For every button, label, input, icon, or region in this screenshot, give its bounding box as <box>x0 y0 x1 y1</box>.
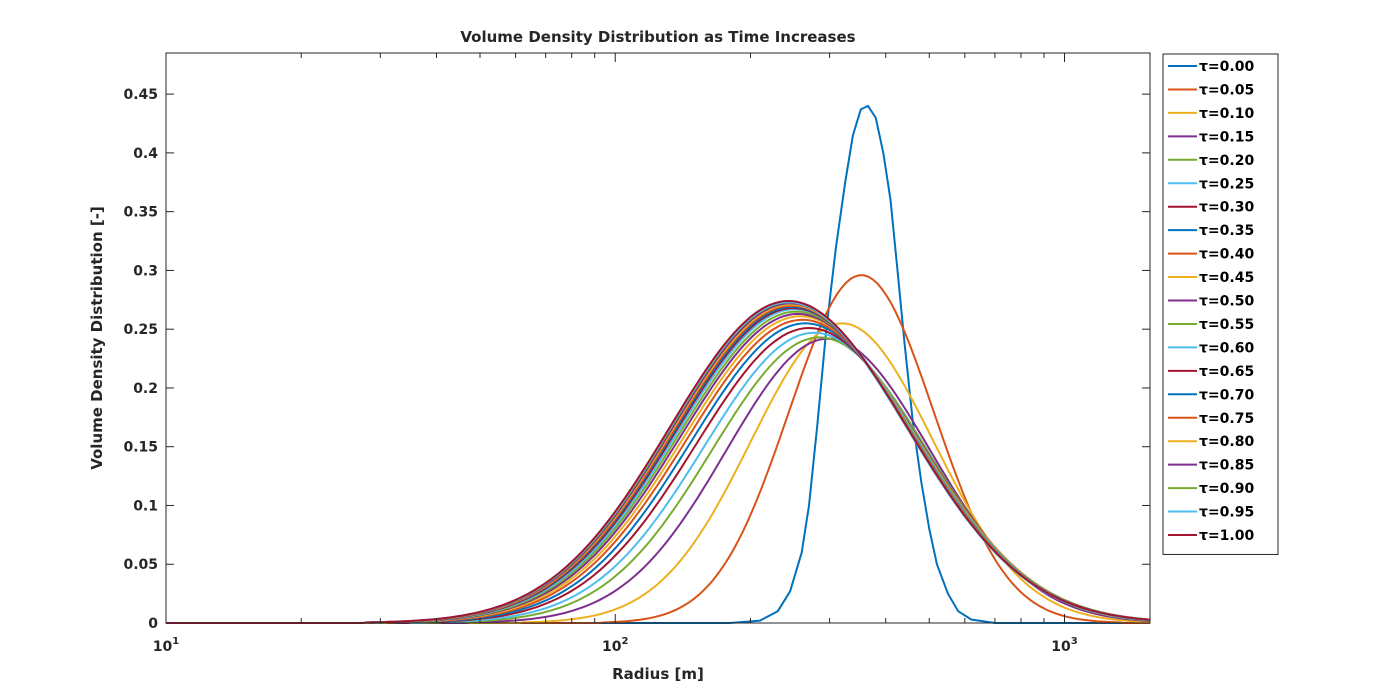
legend-label: τ=0.20 <box>1199 153 1254 169</box>
legend-label: τ=0.65 <box>1199 364 1254 380</box>
y-tick-label: 0.35 <box>123 205 158 221</box>
legend-label: τ=0.35 <box>1199 223 1254 239</box>
y-tick-label: 0.1 <box>133 498 158 514</box>
plot-area <box>165 52 1151 624</box>
legend-label: τ=0.40 <box>1199 247 1254 263</box>
legend-label: τ=0.95 <box>1199 505 1254 521</box>
y-tick-label: 0 <box>148 616 158 632</box>
y-tick-label: 0.3 <box>133 263 158 279</box>
legend-label: τ=0.00 <box>1199 59 1254 75</box>
chart-title: Volume Density Distribution as Time Incr… <box>460 28 855 46</box>
x-axis-label: Radius [m] <box>612 665 704 683</box>
series-line-0 <box>166 104 1150 624</box>
y-axis-label: Volume Density Distribution [-] <box>88 206 106 470</box>
legend-label: τ=0.05 <box>1199 82 1254 98</box>
y-tick-label: 0.15 <box>123 440 158 456</box>
legend-label: τ=0.90 <box>1199 481 1254 497</box>
legend-label: τ=0.50 <box>1199 294 1254 310</box>
legend-label: τ=0.45 <box>1199 270 1254 286</box>
legend-label: τ=0.25 <box>1199 176 1254 192</box>
legend-label: τ=1.00 <box>1199 528 1254 544</box>
y-tick-label: 0.45 <box>123 87 158 103</box>
y-tick-label: 0.4 <box>133 146 158 162</box>
plot-frame <box>165 52 1151 624</box>
legend-label: τ=0.85 <box>1199 458 1254 474</box>
legend-label: τ=0.70 <box>1199 387 1254 403</box>
legend: τ=0.00 τ=0.05 τ=0.10 τ=0.15 τ=0.20 τ=0.25 τ=0.… <box>1162 53 1279 555</box>
y-tick-label: 0.05 <box>123 557 158 573</box>
legend-label: τ=0.10 <box>1199 106 1254 122</box>
legend-label: τ=0.60 <box>1199 340 1254 356</box>
x-tick-label: 101 <box>153 636 179 655</box>
legend-label: τ=0.15 <box>1199 129 1254 145</box>
legend-label: τ=0.75 <box>1199 411 1254 427</box>
legend-label: τ=0.55 <box>1199 317 1254 333</box>
y-tick-label: 0.25 <box>123 322 158 338</box>
axis-ticks: 0 0.05 0.1 0.15 0.2 0.25 0.3 0.35 0.4 0.45 101 102 1… <box>123 52 1151 655</box>
legend-box <box>1162 53 1279 555</box>
y-tick-label: 0.2 <box>133 381 158 397</box>
legend-label: τ=0.80 <box>1199 434 1254 450</box>
x-tick-label: 103 <box>1051 636 1077 655</box>
x-tick-label: 102 <box>602 636 628 655</box>
legend-label: τ=0.30 <box>1199 200 1254 216</box>
